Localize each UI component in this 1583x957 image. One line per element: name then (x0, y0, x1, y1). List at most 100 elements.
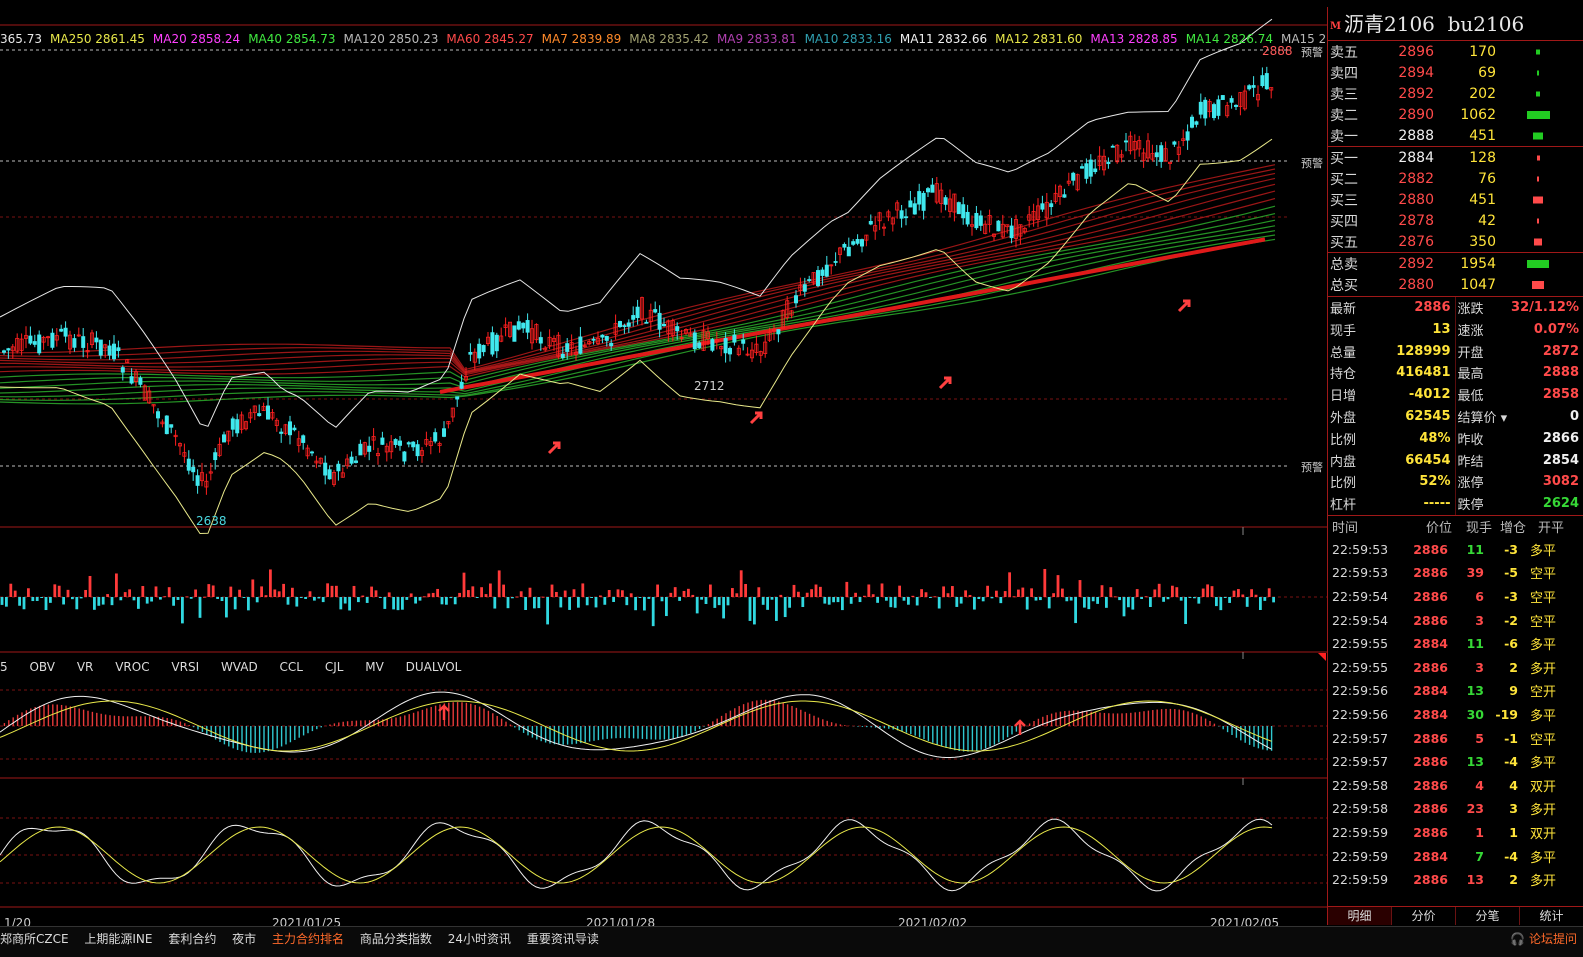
candle-body (41, 336, 46, 343)
ma-legend-item: MA11 2832.66 (899, 32, 988, 46)
tick-row[interactable]: 22:59:59 2886 1 1 双开 (1328, 821, 1583, 845)
volume-bar (317, 597, 321, 599)
tick-row[interactable]: 22:59:57 2886 13 -4 多平 (1328, 750, 1583, 774)
nav-main-contract-rank[interactable]: 主力合约排名 (272, 932, 345, 946)
side-tab-tick[interactable]: 分笔 (1456, 907, 1520, 925)
candle-body (604, 336, 609, 341)
alert-label-2[interactable]: 预警 (1301, 157, 1323, 170)
indicator-tab-vroc[interactable]: VROC (115, 660, 150, 674)
quote-stat: 内盘 66454 (1328, 449, 1456, 471)
kline-chart[interactable] (0, 7, 1327, 915)
candle-body (622, 325, 627, 328)
indicator-tab-obv[interactable]: OBV (29, 660, 55, 674)
indicator-tab-wvad[interactable]: WVAD (220, 660, 258, 674)
tick-row[interactable]: 22:59:56 2884 30 -19 多平 (1328, 703, 1583, 727)
nav-night[interactable]: 夜市 (232, 932, 257, 946)
candle-body (767, 331, 772, 341)
order-book-row[interactable]: 买二 2882 76 (1328, 169, 1583, 190)
tick-increase: 9 (1509, 683, 1518, 699)
candle-body (538, 337, 543, 344)
tick-row[interactable]: 22:59:53 2886 39 -5 空平 (1328, 561, 1583, 585)
volume-bar (18, 597, 21, 606)
ticks-header-time: 时间 (1332, 521, 1359, 537)
tick-increase: 2 (1509, 659, 1518, 675)
candle-body (1256, 94, 1261, 101)
tick-row[interactable]: 22:59:57 2886 5 -1 空平 (1328, 726, 1583, 750)
candle-body (842, 243, 847, 248)
candle-body (873, 225, 878, 232)
candle-body (1176, 146, 1181, 155)
candle-body (1242, 90, 1247, 110)
volume-bar (726, 597, 730, 606)
volume-bar (295, 597, 299, 607)
tick-row[interactable]: 22:59:55 2886 3 2 多开 (1328, 656, 1583, 680)
tick-row[interactable]: 22:59:53 2886 11 -3 多平 (1328, 538, 1583, 562)
order-book-row[interactable]: 卖二 2890 1062 (1328, 104, 1583, 125)
nav-arbitrage[interactable]: 套利合约 (168, 932, 217, 946)
indicator-tab-ccl[interactable]: CCL (279, 660, 303, 674)
volume-bar (167, 587, 171, 597)
order-book-row[interactable]: 卖五 2896 170 (1328, 42, 1583, 63)
ma-legend-item: MA14 2826.74 (1185, 32, 1273, 46)
volume-bar (1008, 572, 1011, 597)
tick-row[interactable]: 22:59:55 2884 11 -6 多平 (1328, 632, 1583, 656)
order-book-row[interactable]: 卖一 2888 451 (1328, 125, 1583, 146)
volume-bar (695, 597, 699, 614)
volume-bar (53, 584, 57, 597)
alert-label-3[interactable]: 预警 (1301, 461, 1323, 474)
volume-bar (321, 597, 325, 603)
candle-body (252, 405, 257, 414)
candle-body (1190, 116, 1195, 128)
candle-body (1080, 166, 1085, 169)
side-tab-detail[interactable]: 明细 (1328, 907, 1392, 925)
nav-czce[interactable]: 郑商所CZCE (0, 932, 69, 946)
candle-body (367, 445, 372, 452)
indicator-tab-vr[interactable]: VR (76, 660, 94, 674)
indicator-tab-vrsi[interactable]: VRSI (171, 660, 200, 674)
candle-body (626, 322, 631, 327)
ticks-list[interactable]: 22:59:53 2886 11 -3 多平 22:59:53 2886 39 -5 空平 22:5… (1328, 538, 1583, 892)
tick-row[interactable]: 22:59:54 2886 6 -3 空平 (1328, 585, 1583, 609)
tick-row[interactable]: 22:59:58 2886 23 3 多开 (1328, 797, 1583, 821)
order-book-row[interactable]: 买一 2884 128 (1328, 148, 1583, 169)
indicator-tab-dualvol[interactable]: DUALVOL (405, 660, 462, 674)
volume-bar (1078, 580, 1082, 597)
candle-body (1247, 85, 1252, 90)
candle-body (983, 223, 988, 234)
indicator-tab-cjl[interactable]: CJL (324, 660, 344, 674)
volume-bar (282, 583, 285, 597)
nav-24h-news[interactable]: 24小时资讯 (447, 932, 511, 946)
tick-row[interactable]: 22:59:56 2884 13 9 空开 (1328, 679, 1583, 703)
order-book-row[interactable]: 卖四 2894 69 (1328, 63, 1583, 84)
candle-body (1159, 145, 1164, 162)
volume-bar (255, 597, 259, 603)
alert-label-1[interactable]: 预警 (1301, 46, 1323, 59)
order-book-row[interactable]: 卖三 2892 202 (1328, 84, 1583, 105)
tick-row[interactable]: 22:59:54 2886 3 -2 空平 (1328, 608, 1583, 632)
indicator-tab-5[interactable]: 5 (0, 660, 8, 674)
candle-body (318, 457, 323, 464)
forum-help-link[interactable]: 🎧 论坛提问 (1510, 930, 1577, 947)
candle-body (939, 189, 944, 204)
nav-key-news[interactable]: 重要资讯导读 (526, 932, 599, 946)
order-book-row[interactable]: 买三 2880 451 (1328, 190, 1583, 211)
tick-row[interactable]: 22:59:59 2886 13 2 多开 (1328, 868, 1583, 892)
nav-ine[interactable]: 上期能源INE (84, 932, 153, 946)
quote-stat: 最高 2888 (1456, 362, 1583, 384)
order-book-row[interactable]: 买五 2876 350 (1328, 231, 1583, 252)
tick-row[interactable]: 22:59:58 2886 4 4 双开 (1328, 773, 1583, 797)
candle-body (657, 312, 662, 330)
indicator-tab-mv[interactable]: MV (365, 660, 384, 674)
order-book-bar-fill (1537, 176, 1539, 182)
tick-row[interactable]: 22:59:59 2884 7 -4 多平 (1328, 844, 1583, 868)
chart-area[interactable]: 365.73 MA250 2861.45 MA20 2858.24 MA40 2854… (0, 7, 1327, 930)
candle-body (63, 327, 68, 337)
side-tab-price[interactable]: 分价 (1392, 907, 1456, 925)
volume-bar (1219, 597, 1223, 611)
volume-bar (123, 592, 127, 597)
order-book-row[interactable]: 买四 2878 42 (1328, 210, 1583, 231)
volume-bar (537, 597, 541, 609)
side-tab-stats[interactable]: 统计 (1520, 907, 1583, 925)
nav-commodity-index[interactable]: 商品分类指数 (359, 932, 432, 946)
volume-bar (801, 597, 805, 608)
